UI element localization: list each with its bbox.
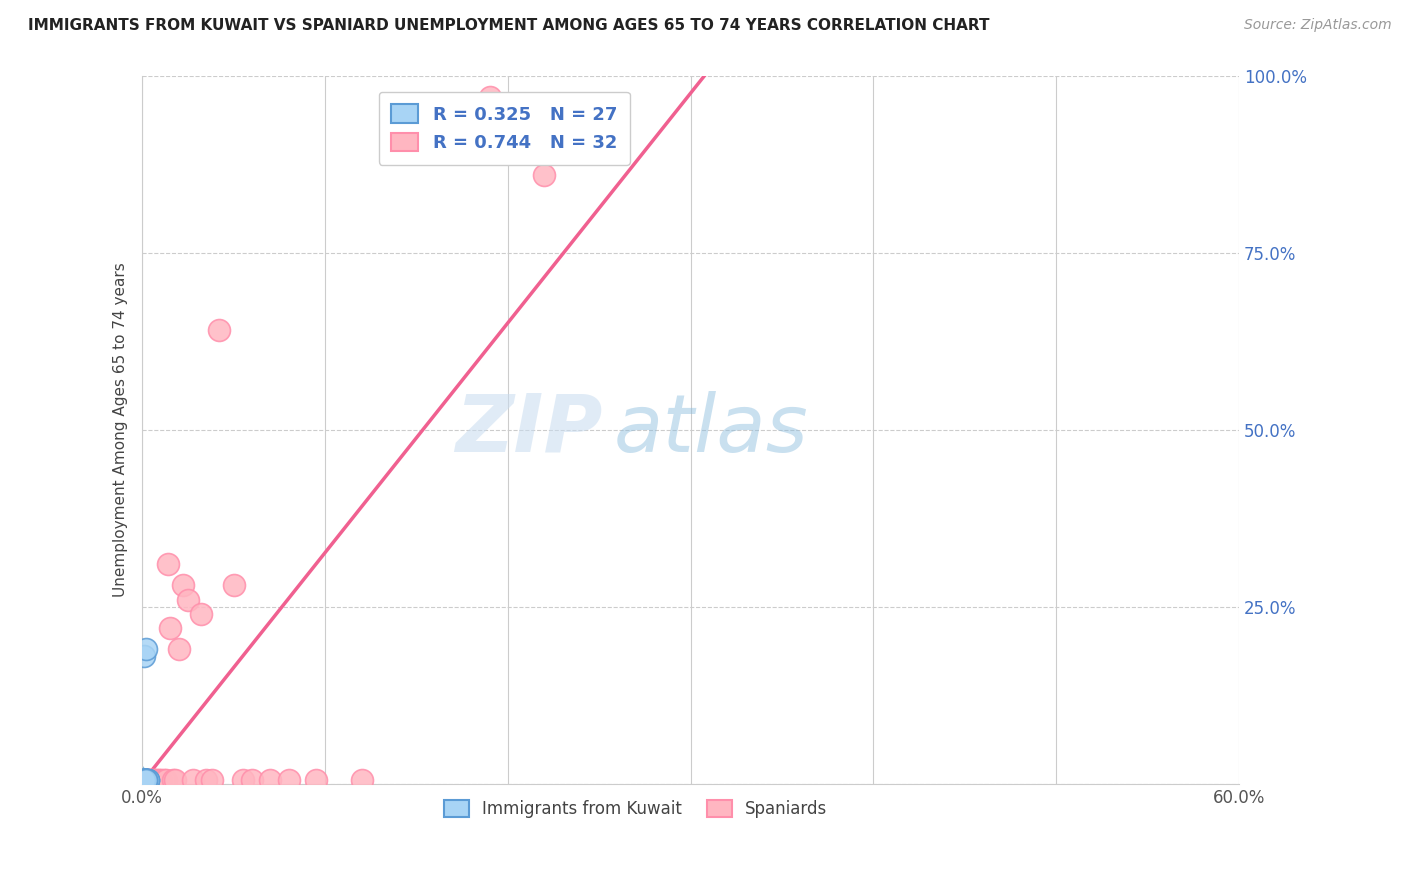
Point <box>135 773 157 788</box>
Point <box>136 773 159 788</box>
Point <box>165 773 187 788</box>
Point <box>305 773 328 788</box>
Text: atlas: atlas <box>614 391 808 468</box>
Point <box>172 578 194 592</box>
Point <box>190 607 212 621</box>
Point <box>142 773 165 788</box>
Point <box>162 773 184 788</box>
Point <box>134 773 156 788</box>
Point <box>277 773 299 788</box>
Point <box>143 773 166 788</box>
Point <box>135 773 157 788</box>
Point <box>134 773 156 788</box>
Point <box>134 773 156 788</box>
Y-axis label: Unemployment Among Ages 65 to 74 years: Unemployment Among Ages 65 to 74 years <box>114 262 128 597</box>
Point <box>136 773 159 788</box>
Point <box>134 773 156 788</box>
Point <box>134 773 156 788</box>
Point <box>134 773 156 788</box>
Point <box>533 168 555 182</box>
Point <box>136 773 159 788</box>
Point <box>201 773 224 788</box>
Point <box>222 578 245 592</box>
Point <box>134 649 156 664</box>
Point <box>350 773 373 788</box>
Point <box>134 773 156 788</box>
Point <box>135 773 157 788</box>
Point <box>148 773 170 788</box>
Point <box>240 773 263 788</box>
Point <box>155 773 177 788</box>
Point <box>167 642 190 657</box>
Point <box>138 773 160 788</box>
Point <box>146 773 169 788</box>
Point <box>135 773 157 788</box>
Point <box>232 773 254 788</box>
Point <box>183 773 205 788</box>
Point <box>153 773 176 788</box>
Text: IMMIGRANTS FROM KUWAIT VS SPANIARD UNEMPLOYMENT AMONG AGES 65 TO 74 YEARS CORREL: IMMIGRANTS FROM KUWAIT VS SPANIARD UNEMP… <box>28 18 990 33</box>
Point <box>134 773 156 788</box>
Legend: Immigrants from Kuwait, Spaniards: Immigrants from Kuwait, Spaniards <box>437 794 834 825</box>
Point <box>478 89 501 103</box>
Point <box>195 773 218 788</box>
Point <box>135 773 157 788</box>
Point <box>135 773 157 788</box>
Text: Source: ZipAtlas.com: Source: ZipAtlas.com <box>1244 18 1392 32</box>
Point <box>149 773 172 788</box>
Point <box>135 642 157 657</box>
Point <box>177 592 200 607</box>
Point <box>134 773 156 788</box>
Point <box>159 621 181 635</box>
Point <box>135 773 157 788</box>
Text: ZIP: ZIP <box>456 391 603 468</box>
Point <box>135 773 157 788</box>
Point <box>208 323 231 337</box>
Point <box>135 773 157 788</box>
Point <box>134 773 156 788</box>
Point <box>156 557 179 571</box>
Point <box>136 773 159 788</box>
Point <box>134 773 156 788</box>
Point <box>135 773 157 788</box>
Point <box>135 773 157 788</box>
Point <box>259 773 281 788</box>
Point <box>134 773 156 788</box>
Point <box>141 773 163 788</box>
